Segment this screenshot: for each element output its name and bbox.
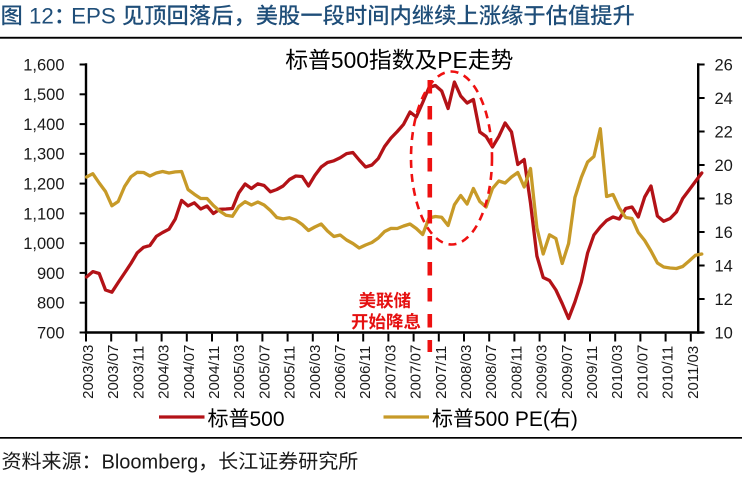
svg-text:22: 22	[715, 123, 733, 141]
svg-text:1,200: 1,200	[23, 176, 64, 194]
svg-text:2003/11: 2003/11	[130, 346, 147, 399]
svg-text:2011/03: 2011/03	[685, 346, 702, 399]
svg-text:2008/03: 2008/03	[458, 345, 475, 399]
svg-text:2010/03: 2010/03	[609, 345, 626, 399]
svg-text:1,600: 1,600	[23, 56, 64, 74]
svg-text:2010/11: 2010/11	[660, 346, 677, 399]
svg-text:1,100: 1,100	[23, 205, 64, 223]
svg-text:Bloomberg: Bloomberg	[102, 451, 199, 473]
svg-text:900: 900	[37, 265, 65, 283]
svg-text:2007/07: 2007/07	[408, 345, 425, 399]
svg-text:12: 12	[715, 291, 733, 309]
svg-text:500: 500	[474, 408, 509, 431]
svg-text:2005/11: 2005/11	[282, 346, 299, 399]
svg-text:2007/03: 2007/03	[382, 345, 399, 399]
svg-text:2009/11: 2009/11	[584, 346, 601, 399]
svg-text:16: 16	[715, 224, 733, 242]
svg-text:14: 14	[715, 257, 733, 275]
svg-text:500: 500	[250, 408, 285, 431]
svg-text:500: 500	[331, 47, 369, 73]
svg-text:2006/03: 2006/03	[307, 345, 324, 399]
svg-text:2005/07: 2005/07	[256, 345, 273, 399]
svg-text:2005/03: 2005/03	[231, 345, 248, 399]
svg-text:1,500: 1,500	[23, 86, 64, 104]
svg-text:2009/07: 2009/07	[559, 345, 576, 399]
svg-text:1,400: 1,400	[23, 116, 64, 134]
svg-text:2008/11: 2008/11	[508, 346, 525, 399]
svg-text:2006/07: 2006/07	[332, 345, 349, 399]
svg-text:24: 24	[715, 90, 733, 108]
svg-text:2007/11: 2007/11	[433, 346, 450, 399]
svg-text:2003/03: 2003/03	[80, 345, 97, 399]
svg-text:800: 800	[37, 295, 65, 313]
svg-text:EPS: EPS	[71, 3, 116, 28]
svg-text:1,300: 1,300	[23, 146, 64, 164]
svg-text:2006/11: 2006/11	[357, 346, 374, 399]
svg-text:2008/07: 2008/07	[483, 345, 500, 399]
svg-text:PE: PE	[437, 47, 467, 73]
svg-text:26: 26	[715, 56, 733, 74]
svg-text:2004/07: 2004/07	[181, 345, 198, 399]
svg-text:18: 18	[715, 190, 733, 208]
svg-text:700: 700	[37, 324, 65, 342]
svg-text:2004/03: 2004/03	[156, 345, 173, 399]
svg-text:12: 12	[29, 3, 54, 28]
svg-text:2010/07: 2010/07	[634, 345, 651, 399]
svg-text:): )	[571, 408, 578, 431]
svg-text:2003/07: 2003/07	[105, 345, 122, 399]
svg-text:10: 10	[715, 324, 733, 342]
svg-text:2009/03: 2009/03	[534, 345, 551, 399]
svg-text:2004/11: 2004/11	[206, 346, 223, 399]
svg-text:1,000: 1,000	[23, 235, 64, 253]
svg-text:PE(: PE(	[515, 408, 550, 431]
svg-text:20: 20	[715, 157, 733, 175]
